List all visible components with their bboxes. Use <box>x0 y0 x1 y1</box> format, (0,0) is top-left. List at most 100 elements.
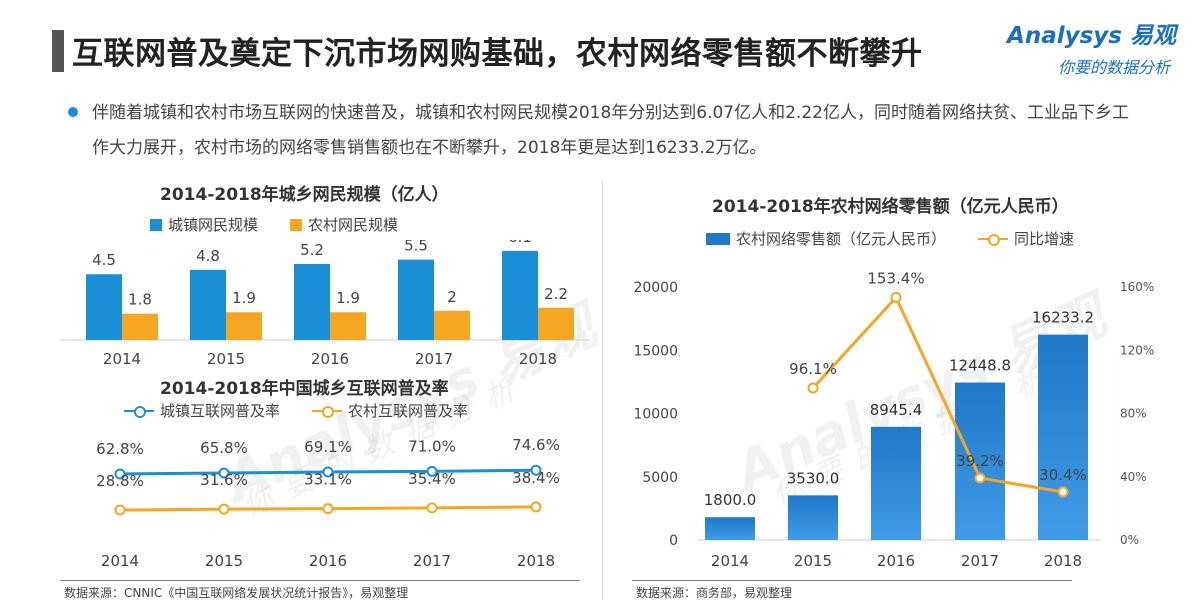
legend-line-rural-icon <box>312 405 343 418</box>
data-label-retail-2015: 3530.0 <box>787 469 840 487</box>
series-line-growth <box>811 294 1064 494</box>
x-tick-label-2014: 2014 <box>101 552 139 570</box>
data-label-growth-2015: 96.1% <box>789 360 837 378</box>
data-label-urban-2015: 4.8 <box>196 247 220 265</box>
legend-swatch-rural <box>290 218 303 231</box>
data-label-urban-2014: 4.5 <box>92 251 116 269</box>
bar-urban-2016 <box>294 264 330 340</box>
bar-retail-2014 <box>705 517 755 540</box>
y2-tick-label-120pct: 120% <box>1120 343 1154 357</box>
y2-tick-label-80pct: 80% <box>1120 407 1147 421</box>
data-label-urban-2016: 69.1% <box>304 438 352 456</box>
point-rural-2016 <box>322 503 334 515</box>
x-tick-label-2014: 2014 <box>103 350 141 368</box>
legend-item-rural-netizens: 农村网民规模 <box>290 214 398 235</box>
bar-rural-2018 <box>538 307 574 340</box>
data-label-urban-2017: 5.5 <box>404 240 428 255</box>
data-label-rural-2018: 2.2 <box>544 285 568 303</box>
chart-title-rural-retail: 2014-2018年农村网络零售额（亿元人民币） <box>712 197 1069 217</box>
data-label-rural-2014: 1.8 <box>128 291 152 309</box>
legend-item-urban-netizens: 城镇网民规模 <box>150 214 258 235</box>
legend-line-growth-icon <box>978 233 1009 246</box>
point-urban-2016 <box>322 466 334 478</box>
legend-item-rural-penetration: 农村互联网普及率 <box>312 400 468 421</box>
legend-label-rural-netizens: 农村网民规模 <box>308 216 399 234</box>
data-label-rural-2016: 1.9 <box>336 289 360 307</box>
point-growth-2017 <box>974 472 986 484</box>
data-label-retail-2014: 1800.0 <box>704 491 757 509</box>
bar-retail-2016 <box>871 426 921 540</box>
x-tick-label-2018: 2018 <box>1044 552 1082 570</box>
bar-retail-2015 <box>788 495 838 540</box>
bar-rural-2017 <box>434 310 470 340</box>
legend-item-urban-penetration: 城镇互联网普及率 <box>124 400 280 421</box>
point-rural-2017 <box>426 502 438 514</box>
source-left: 数据来源：CNNIC《中国互联网络发展状况统计报告》，易观整理 <box>64 586 409 600</box>
chart-title-penetration: 2014-2018年中国城乡互联网普及率 <box>160 379 449 399</box>
y-tick-label-0: 0 <box>669 533 678 549</box>
point-urban-2014 <box>114 468 126 480</box>
y2-tick-label-0pct: 0% <box>1120 533 1139 547</box>
data-label-rural-2015: 1.9 <box>232 289 256 307</box>
legend-line-urban-icon <box>124 405 154 418</box>
point-rural-2018 <box>530 501 542 513</box>
data-label-retail-2018: 16233.2 <box>1032 309 1094 327</box>
bar-retail-2017 <box>955 382 1005 540</box>
legend-penetration: 城镇互联网普及率 农村互联网普及率 <box>124 400 500 421</box>
bar-urban-2015 <box>190 269 226 340</box>
y2-tick-label-40pct: 40% <box>1120 470 1147 484</box>
point-rural-2015 <box>218 503 230 515</box>
point-urban-2015 <box>218 467 230 479</box>
point-growth-2016 <box>890 291 902 303</box>
x-tick-label-2015: 2015 <box>794 552 832 570</box>
chart-title-netizens: 2014-2018年城乡网民规模（亿人） <box>160 185 449 205</box>
brand-logo-main: Analysys 易观 <box>1007 23 1176 49</box>
brand-logo-tagline: 你要的数据分析 <box>1057 58 1170 77</box>
y2-tick-label-160pct: 160% <box>1120 280 1154 294</box>
bar-urban-2017 <box>398 259 434 340</box>
y-tick-label-20000: 20000 <box>633 280 678 296</box>
legend-item-retail: 农村网络零售额（亿元人民币） <box>706 228 946 249</box>
legend-swatch-retail <box>706 232 730 245</box>
y-tick-label-10000: 10000 <box>633 407 678 423</box>
data-label-retail-2017: 12448.8 <box>949 357 1011 375</box>
data-label-rural-2017: 2 <box>447 288 457 306</box>
x-tick-label-2017: 2017 <box>415 350 453 368</box>
x-tick-label-2016: 2016 <box>877 552 915 570</box>
legend-label-growth: 同比增速 <box>1014 230 1075 248</box>
data-label-growth-2018: 30.4% <box>1039 466 1087 484</box>
data-label-retail-2016: 8945.4 <box>870 401 923 419</box>
summary-bullet-text: 伴随着城镇和农村市场互联网的快速普及，城镇和农村网民规模2018年分别达到6.0… <box>92 103 1129 158</box>
data-label-urban-2016: 5.2 <box>300 241 324 259</box>
x-tick-label-2018: 2018 <box>517 552 555 570</box>
data-label-urban-2015: 65.8% <box>200 439 248 457</box>
legend-label-rural-penetration: 农村互联网普及率 <box>348 402 469 420</box>
legend-rural-retail: 农村网络零售额（亿元人民币） 同比增速 <box>706 228 1106 249</box>
data-label-rural-2014: 28.8% <box>96 472 144 490</box>
x-tick-label-2014: 2014 <box>711 552 749 570</box>
bullet-dot-icon <box>68 107 78 117</box>
chart-penetration: 62.8% 65.8% 69.1% 71.0% 74.6% 28.8% 31.6% 33.1%… <box>96 436 560 570</box>
point-growth-2018 <box>1057 486 1069 498</box>
bar-rural-2014 <box>122 313 158 340</box>
x-tick-label-2016: 2016 <box>311 350 349 368</box>
x-tick-label-2015: 2015 <box>205 552 243 570</box>
data-label-urban-2017: 71.0% <box>408 437 456 455</box>
data-label-urban-2018: 6.1 <box>508 240 532 246</box>
data-label-urban-2018: 74.6% <box>512 436 560 454</box>
brand-logo: Analysys 易观 你要的数据分析 <box>994 12 1184 82</box>
data-label-growth-2017: 39.2% <box>956 452 1004 470</box>
bar-rural-2016 <box>330 312 366 340</box>
chart-netizens: 4.5 1.8 2014 4.8 1.9 2015 5.2 1.9 2016 5.5 2 2017 6.… <box>60 240 590 368</box>
y-tick-label-15000: 15000 <box>633 343 678 359</box>
data-label-rural-2017: 35.4% <box>408 470 456 488</box>
data-label-rural-2018: 38.4% <box>512 469 560 487</box>
legend-label-urban-netizens: 城镇网民规模 <box>168 216 259 234</box>
bar-rural-2015 <box>226 312 262 340</box>
point-urban-2018 <box>530 464 542 476</box>
x-tick-label-2017: 2017 <box>961 552 999 570</box>
data-label-rural-2016: 33.1% <box>304 471 352 489</box>
data-label-urban-2014: 62.8% <box>96 440 144 458</box>
chart-rural-retail: 0 5000 10000 15000 20000 0% 40% 80% 120% 160% 1800… <box>633 269 1154 570</box>
data-label-rural-2015: 31.6% <box>200 471 248 489</box>
